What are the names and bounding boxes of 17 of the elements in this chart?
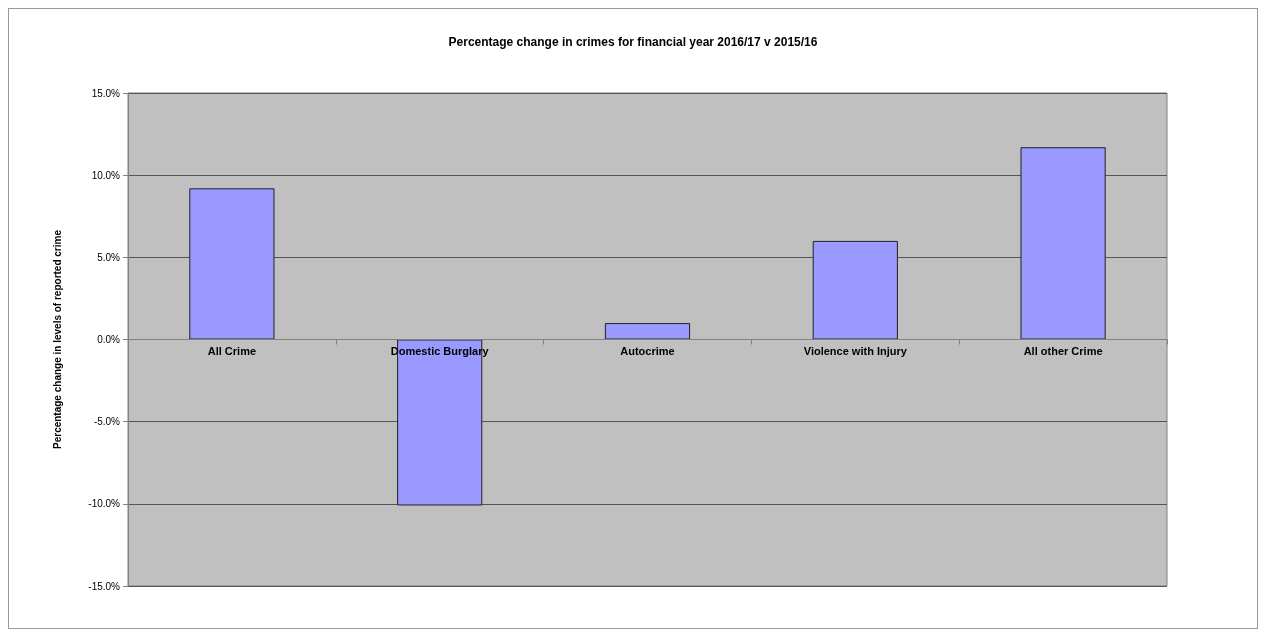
x-tick-label: Violence with Injury bbox=[803, 345, 908, 357]
y-tick-label: 10.0% bbox=[91, 169, 121, 181]
y-tick-label: 0.0% bbox=[97, 334, 121, 345]
y-tick-label: -5.0% bbox=[93, 416, 121, 428]
x-tick-label: All Crime bbox=[207, 345, 257, 357]
y-tick-label: 5.0% bbox=[97, 251, 121, 263]
x-tick-label: Autocrime bbox=[620, 345, 675, 357]
y-tick-label: 15.0% bbox=[91, 87, 121, 99]
bar bbox=[604, 323, 691, 340]
bar bbox=[1020, 147, 1106, 340]
bar bbox=[812, 240, 898, 340]
chart-title: Percentage change in crimes for financial year 2016/17 v 2015/16 bbox=[448, 35, 818, 49]
y-axis-title: Percentage change in levels of reported crime bbox=[51, 229, 63, 449]
y-tick-label: -15.0% bbox=[88, 580, 121, 592]
y-tick-label: -10.0% bbox=[88, 498, 121, 510]
bar bbox=[189, 188, 275, 340]
x-tick-label: All other Crime bbox=[1023, 345, 1103, 357]
